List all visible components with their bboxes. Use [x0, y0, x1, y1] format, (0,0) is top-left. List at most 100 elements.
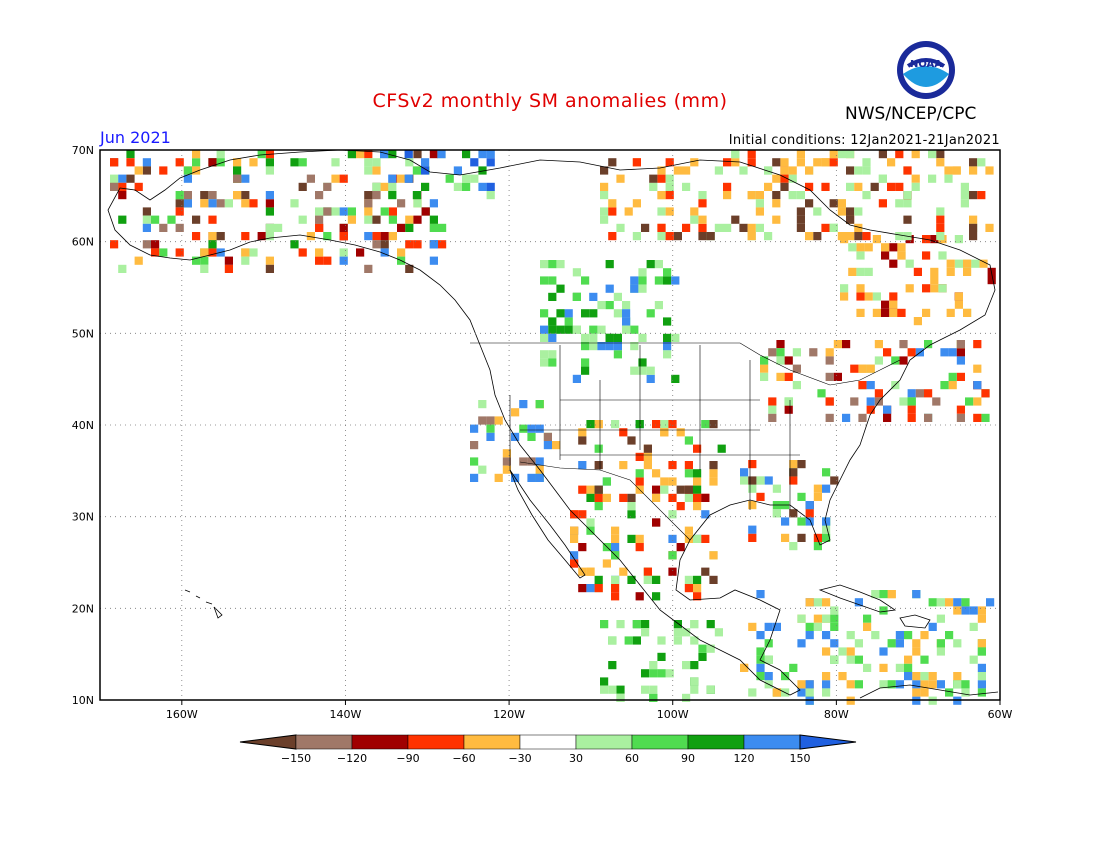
anomaly-cell [776, 356, 785, 365]
anomaly-cell [830, 655, 839, 664]
anomaly-cell [159, 248, 168, 257]
anomaly-cell [813, 158, 822, 167]
anomaly-cell [486, 158, 495, 167]
anomaly-cell [945, 688, 954, 697]
anomaly-cell [364, 207, 373, 216]
anomaly-cell [945, 631, 954, 640]
anomaly-cell [548, 276, 557, 285]
anomaly-cell [764, 655, 773, 664]
anomaly-cell [657, 191, 666, 200]
lat-tick-label: 30N [72, 511, 94, 524]
anomaly-cell [635, 592, 644, 601]
anomaly-cell [817, 389, 826, 398]
anomaly-cell [854, 182, 863, 191]
anomaly-cell [159, 223, 168, 232]
anomaly-cell [701, 420, 710, 429]
anomaly-cell [953, 598, 962, 607]
anomaly-cell [797, 517, 806, 526]
anomaly-cell [608, 158, 617, 167]
anomaly-cell [887, 680, 896, 689]
anomaly-cell [110, 174, 119, 183]
anomaly-cell [698, 215, 707, 224]
anomaly-cell [907, 413, 916, 422]
anomaly-cell [956, 348, 965, 357]
anomaly-cell [183, 191, 192, 200]
anomaly-cell [789, 509, 798, 518]
anomaly-cell [907, 348, 916, 357]
anomaly-cell [760, 356, 769, 365]
anomaly-cell [589, 309, 598, 318]
anomaly-cell [772, 199, 781, 208]
anomaly-cell [630, 325, 639, 334]
anomaly-cell [486, 432, 495, 441]
anomaly-cell [961, 606, 970, 615]
anomaly-cell [665, 191, 674, 200]
anomaly-cell [979, 259, 988, 268]
anomaly-cell [388, 182, 397, 191]
anomaly-cell [600, 191, 609, 200]
anomaly-cell [709, 469, 718, 478]
colorbar-label: −150 [281, 752, 311, 765]
anomaly-cell [413, 215, 422, 224]
anomaly-cell [813, 622, 822, 631]
anomaly-cell [912, 590, 921, 599]
anomaly-cell [638, 268, 647, 277]
lon-tick-label: 160W [166, 708, 198, 721]
anomaly-cell [412, 166, 421, 175]
anomaly-cell [142, 207, 151, 216]
anomaly-cell [649, 669, 658, 678]
anomaly-cell [586, 493, 595, 502]
anomaly-cell [654, 276, 663, 285]
anomaly-cell [928, 680, 937, 689]
colorbar-label: −30 [508, 752, 531, 765]
anomaly-cell [797, 460, 806, 469]
colorbar-segment [631, 734, 689, 750]
anomaly-cell [668, 567, 677, 576]
anomaly-cell [792, 381, 801, 390]
anomaly-cell [627, 493, 636, 502]
anomaly-cell [404, 150, 413, 159]
anomaly-cell [872, 292, 881, 301]
anomaly-cell [208, 240, 217, 249]
anomaly-cell [581, 366, 590, 375]
anomaly-cell [953, 672, 962, 681]
anomaly-cell [578, 436, 587, 445]
anomaly-cell [216, 199, 225, 208]
organization-label: NWS/NCEP/CPC [845, 104, 977, 124]
anomaly-cell [632, 199, 641, 208]
anomaly-cell [597, 325, 606, 334]
anomaly-cell [673, 232, 682, 241]
anomaly-cell [796, 150, 805, 159]
anomaly-cell [905, 259, 914, 268]
anomaly-cell [854, 223, 863, 232]
anomaly-cell [938, 251, 947, 260]
anomaly-cell [879, 680, 888, 689]
anomaly-cell [987, 276, 996, 285]
anomaly-cell [470, 457, 479, 466]
anomaly-cell [586, 518, 595, 527]
anomaly-cell [397, 223, 406, 232]
anomaly-cell [364, 199, 373, 208]
anomaly-cell [969, 215, 978, 224]
anomaly-cell [871, 631, 880, 640]
anomaly-cell [638, 358, 647, 367]
anomaly-cell [380, 150, 389, 159]
anomaly-cell [630, 366, 639, 375]
anomaly-cell [792, 348, 801, 357]
anomaly-cell [635, 469, 644, 478]
anomaly-cell [347, 215, 356, 224]
anomaly-cell [257, 150, 266, 159]
anomaly-cell [597, 301, 606, 310]
anomaly-cell [693, 469, 702, 478]
anomaly-cell [780, 166, 789, 175]
anomaly-cell [151, 240, 160, 249]
anomaly-cell [581, 276, 590, 285]
anomaly-cell [940, 381, 949, 390]
anomaly-cell [405, 240, 414, 249]
anomaly-cell [895, 680, 904, 689]
anomaly-cell [878, 174, 887, 183]
anomaly-cell [871, 590, 880, 599]
anomaly-cell [605, 342, 614, 351]
anomaly-cell [863, 663, 872, 672]
anomaly-cell [833, 372, 842, 381]
